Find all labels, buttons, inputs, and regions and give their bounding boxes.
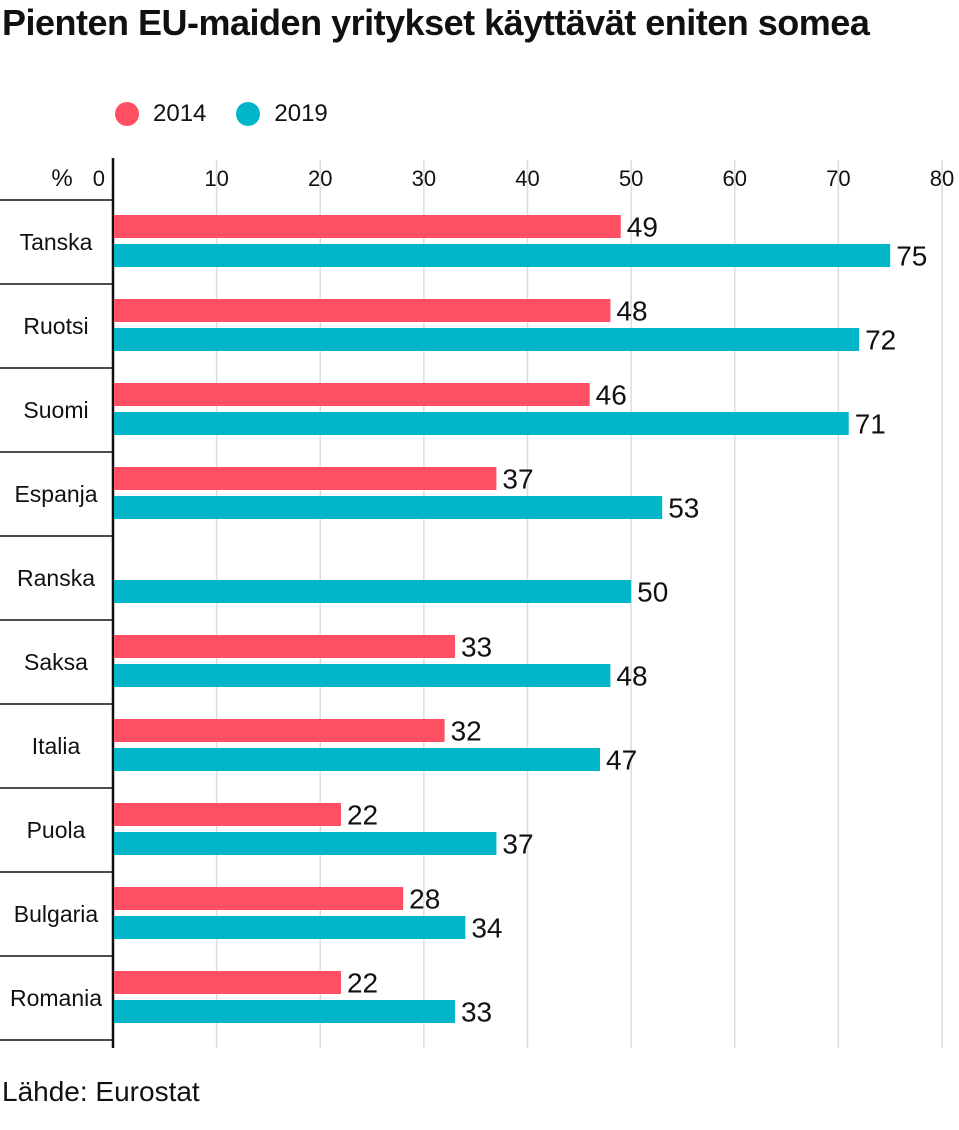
category-label: Ruotsi — [23, 313, 88, 339]
data-label-2014: 46 — [596, 380, 627, 411]
category-label: Tanska — [20, 229, 93, 255]
chart-title: Pienten EU-maiden yritykset käyttävät en… — [2, 2, 870, 43]
bar-2019 — [114, 832, 497, 855]
bar-2014 — [114, 803, 341, 826]
data-label-2019: 75 — [896, 241, 927, 272]
data-label-2019: 37 — [502, 829, 533, 860]
bar-2014 — [114, 635, 455, 658]
data-label-2014: 22 — [347, 800, 378, 831]
bar-2014 — [114, 887, 404, 910]
x-tick-label: 20 — [308, 166, 332, 191]
bar-2014 — [114, 971, 341, 994]
x-tick-label: 80 — [930, 166, 954, 191]
category-label: Espanja — [14, 481, 97, 507]
category-label: Saksa — [24, 649, 88, 675]
data-label-2019: 71 — [855, 409, 886, 440]
x-tick-label: 10 — [204, 166, 228, 191]
bar-2019 — [114, 664, 611, 687]
data-label-2019: 50 — [637, 577, 668, 608]
bar-2019 — [114, 496, 663, 519]
category-label: Puola — [27, 817, 86, 843]
data-label-2019: 34 — [471, 913, 502, 944]
x-tick-label: 70 — [826, 166, 850, 191]
bar-2019 — [114, 580, 632, 603]
x-tick-label: 30 — [412, 166, 436, 191]
legend: 2014 2019 — [115, 100, 358, 128]
bar-2019 — [114, 1000, 455, 1023]
source-note: Lähde: Eurostat — [2, 1076, 200, 1107]
x-tick-label: 60 — [723, 166, 747, 191]
category-label: Bulgaria — [14, 901, 99, 927]
data-label-2019: 48 — [616, 661, 647, 692]
bar-2014 — [114, 383, 590, 406]
data-label-2014: 33 — [461, 632, 492, 663]
data-label-2014: 32 — [451, 716, 482, 747]
category-label: Suomi — [23, 397, 88, 423]
data-label-2014: 28 — [409, 884, 440, 915]
bar-2019 — [114, 748, 601, 771]
data-label-2014: 48 — [616, 296, 647, 327]
x-tick-label: 0 — [93, 166, 105, 191]
legend-swatch-2014 — [115, 102, 139, 126]
category-label: Italia — [32, 733, 81, 759]
bar-2014 — [114, 467, 497, 490]
bar-2019 — [114, 916, 466, 939]
data-label-2014: 49 — [627, 212, 658, 243]
bar-2019 — [114, 328, 860, 351]
legend-swatch-2019 — [236, 102, 261, 126]
legend-label-2014: 2014 — [153, 100, 207, 127]
bar-2019 — [114, 412, 849, 435]
bar-2019 — [114, 244, 891, 267]
legend-item-2014: 2014 — [115, 100, 206, 128]
data-label-2019: 33 — [461, 997, 492, 1028]
data-label-2019: 53 — [668, 493, 699, 524]
x-tick-label: 50 — [619, 166, 643, 191]
data-label-2019: 47 — [606, 745, 637, 776]
axis-unit-label: % — [51, 165, 72, 192]
data-label-2014: 22 — [347, 968, 378, 999]
category-label: Romania — [10, 985, 102, 1011]
bar-2014 — [114, 299, 611, 322]
data-label-2014: 37 — [502, 464, 533, 495]
legend-label-2019: 2019 — [274, 100, 328, 127]
data-label-2019: 72 — [865, 325, 896, 356]
category-label: Ranska — [17, 565, 95, 591]
legend-item-2019: 2019 — [236, 100, 328, 128]
bar-2014 — [114, 215, 621, 238]
x-tick-label: 40 — [515, 166, 539, 191]
bar-2014 — [114, 719, 445, 742]
